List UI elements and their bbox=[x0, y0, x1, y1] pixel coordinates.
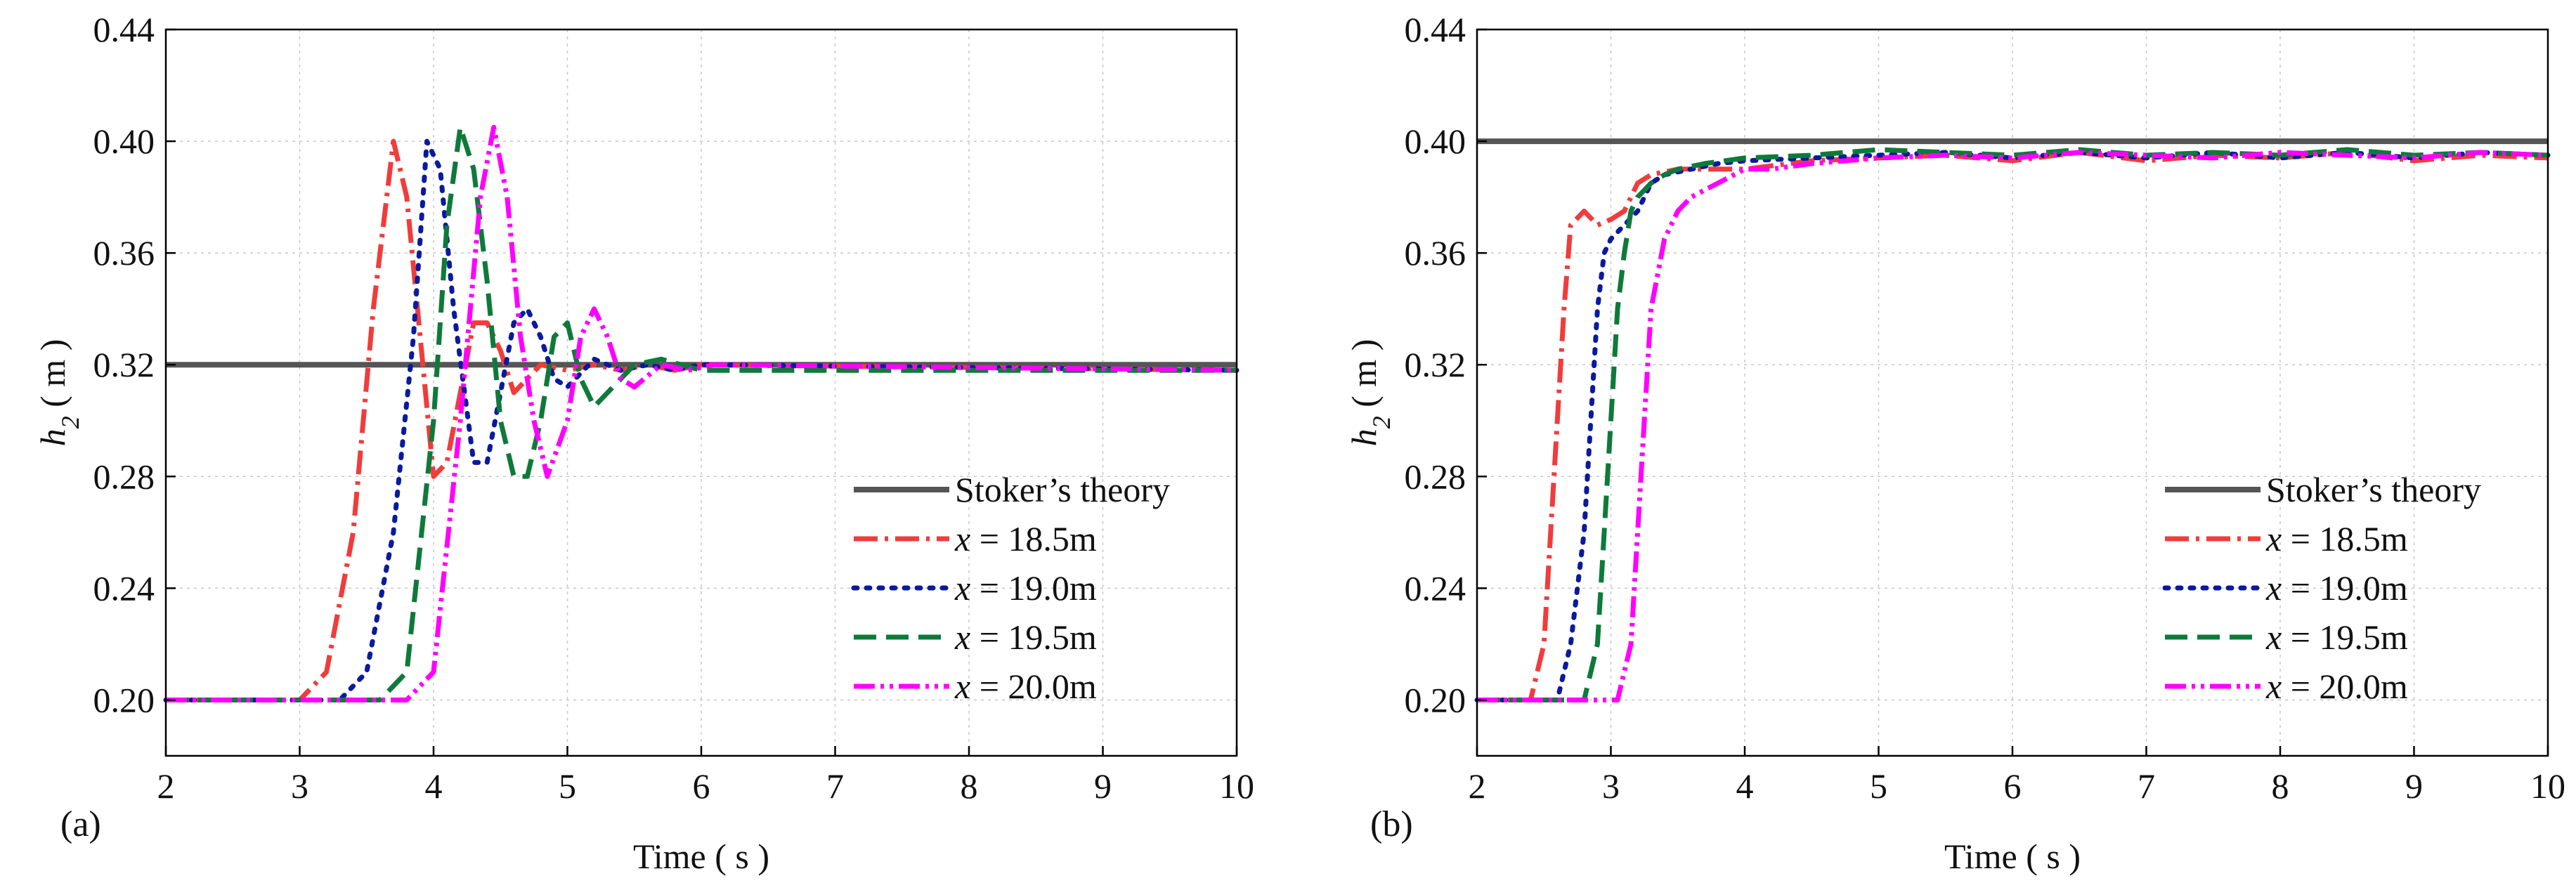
ticks-b: 2 3 4 5 6 7 8 9 10 0.20 0.24 0.28 0.32 0.36 0.40 0.44 bbox=[1405, 10, 2566, 806]
legend-label-var: x bbox=[954, 568, 970, 608]
legend-label: Stoker’s theory bbox=[2266, 470, 2481, 509]
y-tick-label: 0.44 bbox=[93, 10, 155, 49]
x-tick-label: 3 bbox=[291, 766, 308, 806]
series-line-x-195 bbox=[166, 124, 1237, 702]
legend-label-text: = 20.0m bbox=[970, 667, 1097, 706]
y-tick-label: 0.28 bbox=[93, 457, 155, 496]
x-tick-label: 9 bbox=[1094, 766, 1112, 806]
legend-label: x = 18.5m bbox=[2265, 519, 2408, 558]
legend-label-text: = 20.0m bbox=[2282, 667, 2408, 706]
y-axis-title-a: h2 ( m ) bbox=[33, 339, 84, 447]
y-tick-label: 0.40 bbox=[1405, 122, 1466, 161]
series-line-x-200 bbox=[1477, 150, 2549, 702]
y-tick-label: 0.36 bbox=[1405, 233, 1466, 273]
panel-a: 2 3 4 5 6 7 8 9 10 0.20 0.24 0.28 0.32 0.36 0.40 0.44 S… bbox=[33, 10, 1254, 876]
panel-b: 2 3 4 5 6 7 8 9 10 0.20 0.24 0.28 0.32 0.36 0.40 0.44 S… bbox=[1344, 10, 2565, 876]
legend-label-var: x bbox=[954, 617, 970, 657]
legend-label-var: x bbox=[954, 667, 970, 706]
y-tick-label: 0.44 bbox=[1405, 10, 1466, 49]
x-tick-label: 4 bbox=[425, 766, 443, 806]
legend-label: x = 18.5m bbox=[954, 519, 1097, 558]
y-tick-label: 0.20 bbox=[1405, 680, 1466, 719]
y-tick-label: 0.40 bbox=[93, 122, 155, 161]
legend-label-text: = 18.5m bbox=[2282, 519, 2408, 558]
legend-label-text: Stoker’s theory bbox=[955, 470, 1170, 509]
x-tick-label: 7 bbox=[2138, 766, 2155, 806]
legend-label-text: = 19.0m bbox=[2282, 568, 2408, 608]
y-axis-title-sub-a: 2 bbox=[56, 416, 84, 428]
y-axis-title-unit-b: ( m ) bbox=[1344, 339, 1384, 417]
series-b bbox=[1474, 138, 2551, 702]
legend-label-text: = 19.5m bbox=[970, 617, 1097, 657]
panel-label-b: (b) bbox=[1370, 804, 1413, 844]
y-tick-label: 0.24 bbox=[93, 568, 155, 608]
legend-label: x = 19.0m bbox=[954, 568, 1097, 608]
y-tick-label: 0.20 bbox=[93, 680, 155, 719]
legend-label: x = 20.0m bbox=[2265, 667, 2408, 706]
legend-label-text: = 19.5m bbox=[2282, 617, 2408, 657]
x-axis-title-a: Time ( s ) bbox=[633, 837, 769, 876]
x-tick-label: 10 bbox=[2530, 766, 2565, 806]
y-tick-label: 0.32 bbox=[93, 345, 155, 384]
x-tick-label: 8 bbox=[2272, 766, 2289, 806]
series-line-x-185 bbox=[166, 138, 1237, 702]
x-tick-label: 5 bbox=[559, 766, 576, 806]
legend-label-text: Stoker’s theory bbox=[2266, 470, 2481, 509]
legend-label-var: x bbox=[2265, 568, 2282, 608]
series-line-x-200 bbox=[166, 124, 1237, 702]
y-axis-title-sub-b: 2 bbox=[1367, 416, 1396, 428]
x-tick-label: 7 bbox=[826, 766, 844, 806]
y-tick-label: 0.28 bbox=[1405, 457, 1466, 496]
y-axis-title-var-a: h bbox=[33, 428, 72, 446]
y-axis-title-unit-a: ( m ) bbox=[33, 339, 72, 417]
legend-label: x = 19.0m bbox=[2265, 568, 2408, 608]
x-tick-label: 2 bbox=[157, 766, 175, 806]
legend-label-var: x bbox=[2265, 519, 2282, 558]
x-tick-label: 6 bbox=[693, 766, 710, 806]
legend-label: Stoker’s theory bbox=[955, 470, 1170, 509]
x-tick-label: 9 bbox=[2405, 766, 2423, 806]
x-tick-label: 2 bbox=[1469, 766, 1486, 806]
legend-label-var: x bbox=[2265, 617, 2282, 657]
x-tick-label: 6 bbox=[2004, 766, 2022, 806]
y-tick-label: 0.24 bbox=[1405, 568, 1466, 608]
x-tick-label: 5 bbox=[1870, 766, 1887, 806]
y-tick-label: 0.32 bbox=[1405, 345, 1466, 384]
series-line-x-195 bbox=[1477, 147, 2549, 702]
legend-label: x = 19.5m bbox=[954, 617, 1097, 657]
legend-label: x = 20.0m bbox=[954, 667, 1097, 706]
x-tick-label: 3 bbox=[1602, 766, 1620, 806]
legend-label: x = 19.5m bbox=[2265, 617, 2408, 657]
y-tick-label: 0.36 bbox=[93, 233, 155, 273]
x-axis-title-b: Time ( s ) bbox=[1944, 837, 2081, 876]
panel-label-a: (a) bbox=[60, 804, 101, 844]
series-a bbox=[163, 124, 1240, 702]
legend-label-text: = 19.0m bbox=[970, 568, 1097, 608]
legend-label-var: x bbox=[954, 519, 970, 558]
x-tick-label: 4 bbox=[1736, 766, 1754, 806]
y-axis-title-b: h2 ( m ) bbox=[1344, 339, 1396, 447]
legend-label-text: = 18.5m bbox=[970, 519, 1097, 558]
legend-label-var: x bbox=[2265, 667, 2282, 706]
x-tick-label: 8 bbox=[961, 766, 978, 806]
y-axis-title-var-b: h bbox=[1344, 428, 1384, 446]
ticks-a: 2 3 4 5 6 7 8 9 10 0.20 0.24 0.28 0.32 0.36 0.40 0.44 bbox=[93, 10, 1255, 806]
x-tick-label: 10 bbox=[1219, 766, 1254, 806]
